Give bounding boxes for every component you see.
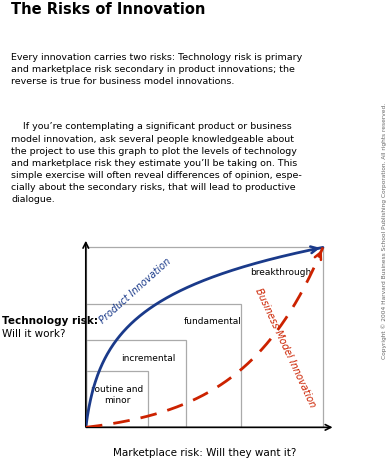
Text: Product Innovation: Product Innovation (98, 256, 173, 326)
Text: Marketplace risk: Will they want it?: Marketplace risk: Will they want it? (113, 448, 296, 458)
Text: Every innovation carries two risks: Technology risk is primary
and marketplace r: Every innovation carries two risks: Tech… (11, 53, 303, 86)
Text: Business Model Innovation: Business Model Innovation (254, 286, 317, 409)
Text: Will it work?: Will it work? (2, 328, 66, 339)
Text: fundamental: fundamental (184, 317, 242, 326)
Bar (86, 340, 186, 427)
Text: incremental: incremental (121, 354, 176, 363)
Bar (86, 304, 241, 427)
Text: Copyright © 2004 Harvard Business School Publishing Corporation. All rights rese: Copyright © 2004 Harvard Business School… (381, 103, 387, 359)
Text: routine and
minor: routine and minor (91, 385, 143, 405)
Text: The Risks of Innovation: The Risks of Innovation (11, 2, 206, 17)
Text: If you’re contemplating a significant product or business
model innovation, ask : If you’re contemplating a significant pr… (11, 122, 302, 204)
Text: breakthrough: breakthrough (250, 267, 311, 277)
Text: Technology risk:: Technology risk: (2, 316, 98, 326)
Bar (86, 371, 148, 427)
